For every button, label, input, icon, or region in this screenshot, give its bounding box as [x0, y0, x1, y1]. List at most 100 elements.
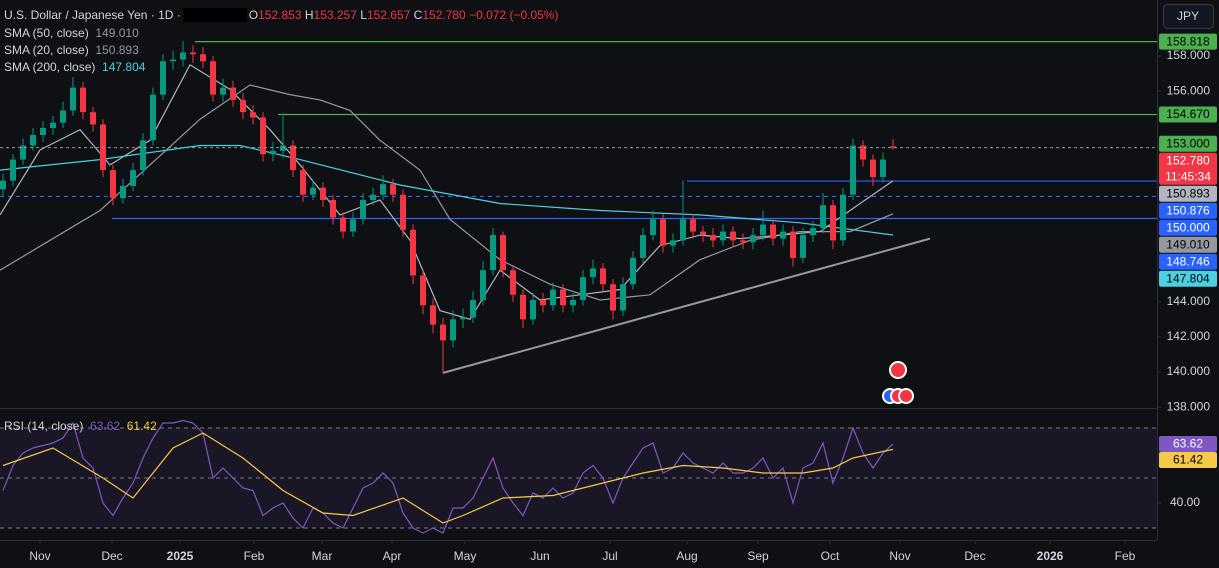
currency[interactable]: JPY: [1177, 9, 1199, 23]
candle-body: [640, 235, 646, 258]
event-icon[interactable]: [889, 361, 907, 379]
candle-body: [280, 145, 286, 151]
candle-body: [580, 277, 586, 301]
rsi-tag: [1159, 435, 1217, 452]
event-icons[interactable]: [882, 361, 914, 404]
candle-body: [90, 112, 96, 125]
candle-body: [340, 217, 346, 232]
candle-body: [30, 135, 36, 146]
candle-body: [690, 219, 696, 232]
candle-body: [70, 87, 76, 111]
y-tick-label: 138.000: [1167, 399, 1211, 413]
candle-body: [140, 140, 146, 171]
candle-body: [740, 240, 746, 243]
candle-body: [590, 268, 596, 278]
price-tag-label: 148.746: [1166, 254, 1210, 268]
ohlc-key: O: [248, 8, 259, 22]
candle-body: [60, 110, 66, 123]
candle-body: [370, 194, 376, 200]
price-tag: [1159, 135, 1217, 152]
price-tag: [1159, 236, 1217, 253]
y-tick-label: 144.000: [1167, 294, 1211, 308]
candle-body: [870, 159, 876, 178]
candle-body: [770, 224, 776, 239]
candle-body: [660, 219, 666, 246]
candle-body: [410, 229, 416, 276]
candle-body: [430, 305, 436, 325]
candle-body: [490, 235, 496, 271]
candle-body: [210, 61, 216, 95]
candle-body: [820, 205, 826, 229]
candle-body: [10, 159, 16, 181]
candle-body: [710, 235, 716, 241]
candle-body: [40, 127, 46, 136]
x-tick-label: Aug: [676, 549, 697, 563]
candle-body: [270, 150, 276, 155]
y-tick-label: 158.000: [1167, 48, 1211, 62]
price-tag: [1159, 202, 1217, 219]
rsi-legend: RSI (14, close) 63.62 61.42: [4, 419, 157, 433]
x-tick-label: Nov: [29, 549, 50, 563]
price-tag-label: 149.010: [1166, 237, 1210, 251]
ohlc-value: 152.657: [366, 8, 411, 22]
rsi-tag-label: 63.62: [1173, 437, 1203, 451]
sma-legend: SMA (200, close) 147.804: [4, 60, 145, 74]
plot-area: [0, 40, 1157, 534]
candle-body: [720, 231, 726, 241]
sma-line: [0, 84, 894, 301]
candle-body: [650, 219, 656, 236]
y-tick-label: 142.000: [1167, 329, 1211, 343]
candle-body: [180, 52, 186, 60]
candle-body: [320, 187, 326, 200]
candle-body: [150, 94, 156, 141]
x-tick-label: Oct: [821, 549, 840, 563]
price-tag: [1159, 185, 1217, 202]
ohlc-value: 152.853: [258, 8, 302, 22]
sma-line: [0, 63, 894, 321]
x-tick-label: Dec: [964, 549, 985, 563]
sma-value: 149.010: [95, 26, 139, 40]
candle-body: [730, 231, 736, 241]
candle-body: [130, 170, 136, 186]
price-tag: [1159, 253, 1217, 270]
y-tick-label: 156.000: [1167, 83, 1211, 97]
candle-body: [400, 194, 406, 230]
candle-body: [330, 199, 336, 218]
price-tag: [1159, 106, 1217, 123]
candle-body: [760, 224, 766, 236]
candle-body: [250, 112, 256, 118]
x-tick-label: 2025: [167, 549, 194, 563]
candle-body: [860, 145, 866, 160]
event-icon[interactable]: [898, 388, 914, 404]
rsi-name: RSI (14, close): [4, 419, 84, 433]
candle-body: [470, 300, 476, 318]
currency-button[interactable]: [1163, 4, 1214, 29]
rsi-tag-label: 61.42: [1173, 453, 1203, 467]
candle-body: [790, 231, 796, 258]
candle-body: [600, 268, 606, 285]
y-tick-label: 140.000: [1167, 364, 1211, 378]
rsi-ma-line: [2, 432, 894, 524]
sma-value: 150.893: [95, 43, 139, 57]
candle-body: [160, 61, 166, 95]
sma-name: SMA (20, close): [4, 43, 89, 57]
candle-body: [500, 235, 506, 271]
x-tick-label: Nov: [889, 549, 910, 563]
candle-body: [850, 145, 856, 195]
candle-body: [890, 146, 896, 148]
candle-body: [520, 294, 526, 320]
price-tag: [1159, 219, 1217, 236]
candle-body: [800, 235, 806, 258]
rsi-ma-value: 61.42: [126, 419, 157, 433]
sma-legend: SMA (50, close) 149.010: [4, 26, 139, 40]
x-tick-label: 2026: [1037, 549, 1064, 563]
candle-body: [750, 235, 756, 243]
trendline: [442, 237, 931, 374]
candle-body: [480, 270, 486, 301]
candle-body: [680, 219, 686, 241]
candle-body: [840, 194, 846, 241]
ohlc-key: L: [360, 8, 367, 22]
candle-body: [230, 87, 236, 100]
